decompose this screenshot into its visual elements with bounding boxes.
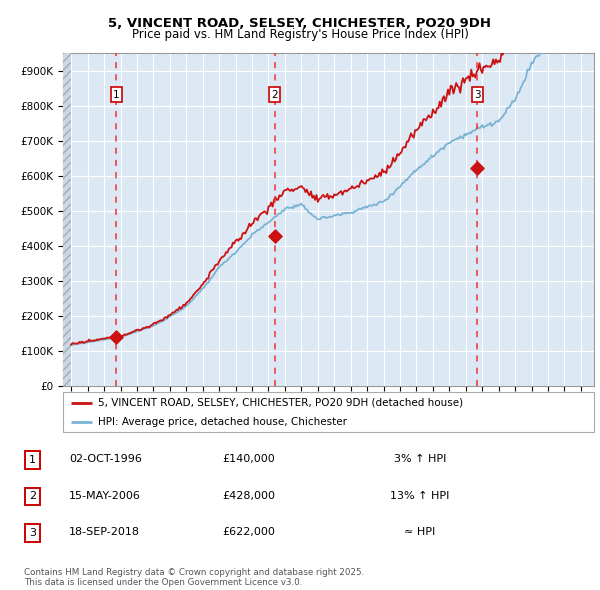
Text: 13% ↑ HPI: 13% ↑ HPI: [391, 491, 449, 500]
Text: £428,000: £428,000: [223, 491, 275, 500]
Text: 2: 2: [271, 90, 278, 100]
Text: HPI: Average price, detached house, Chichester: HPI: Average price, detached house, Chic…: [98, 417, 347, 427]
Text: 02-OCT-1996: 02-OCT-1996: [69, 454, 142, 464]
Text: 3% ↑ HPI: 3% ↑ HPI: [394, 454, 446, 464]
FancyBboxPatch shape: [25, 451, 40, 469]
FancyBboxPatch shape: [25, 524, 40, 542]
Text: 15-MAY-2006: 15-MAY-2006: [69, 491, 141, 500]
Text: 18-SEP-2018: 18-SEP-2018: [69, 527, 140, 537]
Text: Contains HM Land Registry data © Crown copyright and database right 2025.
This d: Contains HM Land Registry data © Crown c…: [24, 568, 364, 587]
Text: ≈ HPI: ≈ HPI: [404, 527, 436, 537]
Text: 1: 1: [113, 90, 120, 100]
Bar: [63, 53, 71, 386]
Text: £140,000: £140,000: [223, 454, 275, 464]
FancyBboxPatch shape: [63, 392, 594, 432]
Point: [270, 231, 280, 241]
Text: 5, VINCENT ROAD, SELSEY, CHICHESTER, PO20 9DH (detached house): 5, VINCENT ROAD, SELSEY, CHICHESTER, PO2…: [98, 398, 463, 408]
Text: 2: 2: [29, 491, 36, 502]
Point: [112, 333, 121, 342]
Text: Price paid vs. HM Land Registry's House Price Index (HPI): Price paid vs. HM Land Registry's House …: [131, 28, 469, 41]
Point: [473, 163, 482, 173]
Text: £622,000: £622,000: [223, 527, 275, 537]
Text: 3: 3: [29, 528, 36, 538]
Text: 1: 1: [29, 455, 36, 465]
Text: 3: 3: [474, 90, 481, 100]
FancyBboxPatch shape: [25, 487, 40, 506]
Text: 5, VINCENT ROAD, SELSEY, CHICHESTER, PO20 9DH: 5, VINCENT ROAD, SELSEY, CHICHESTER, PO2…: [109, 17, 491, 30]
